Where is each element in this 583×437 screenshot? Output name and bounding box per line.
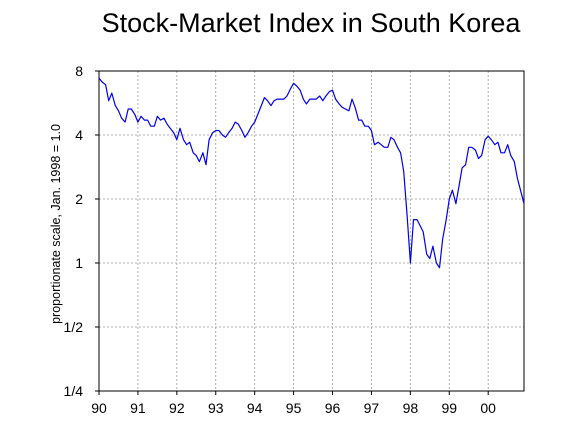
x-tick-label: 93 (208, 400, 224, 416)
series-line (98, 77, 525, 269)
x-tick-label: 96 (325, 400, 341, 416)
y-tick-label: 1/4 (64, 383, 84, 399)
y-tick-label: 1/2 (64, 319, 84, 335)
axis-ticks: 8 4 2 1 1/2 1/4 90 91 92 93 94 95 96 97 98 99 00 (64, 63, 497, 416)
x-tick-label: 94 (247, 400, 263, 416)
y-tick-label: 8 (75, 63, 83, 79)
chart-title: Stock-Market Index in South Korea (101, 8, 521, 38)
x-tick-label: 99 (441, 400, 457, 416)
y-tick-label: 4 (75, 127, 83, 143)
plot-area-frame (98, 70, 525, 392)
x-tick-label: 98 (403, 400, 419, 416)
grid-lines (99, 71, 524, 391)
y-tick-label: 1 (75, 255, 83, 271)
y-tick-label: 2 (75, 191, 83, 207)
y-axis-label: proportionate scale, Jan. 1998 = 1.0 (49, 124, 63, 324)
series-layer (98, 77, 525, 269)
x-tick-label: 90 (91, 400, 107, 416)
x-tick-label: 97 (364, 400, 380, 416)
x-tick-label: 92 (169, 400, 185, 416)
x-tick-label: 00 (480, 400, 496, 416)
x-tick-label: 95 (286, 400, 302, 416)
x-tick-label: 91 (130, 400, 146, 416)
